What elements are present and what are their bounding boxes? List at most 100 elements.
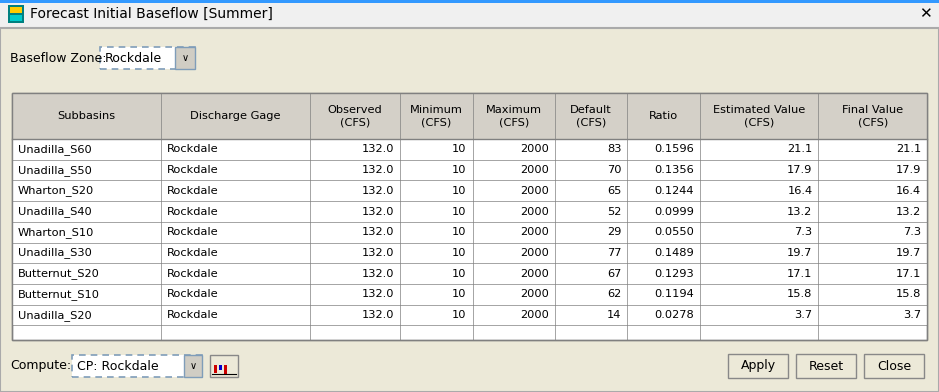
Text: Unadilla_S50: Unadilla_S50 <box>18 165 92 176</box>
Text: 2000: 2000 <box>520 289 549 299</box>
Text: 2000: 2000 <box>520 248 549 258</box>
Text: Rockdale: Rockdale <box>167 227 219 237</box>
Text: 10: 10 <box>452 186 467 196</box>
Text: 0.1194: 0.1194 <box>654 289 694 299</box>
Text: 70: 70 <box>607 165 622 175</box>
Text: Rockdale: Rockdale <box>167 207 219 216</box>
Bar <box>12 93 927 139</box>
Text: 10: 10 <box>452 207 467 216</box>
Text: 132.0: 132.0 <box>362 248 394 258</box>
Bar <box>8 5 24 23</box>
Text: 132.0: 132.0 <box>362 289 394 299</box>
Text: ∨: ∨ <box>181 53 189 63</box>
Text: Reset: Reset <box>808 359 843 372</box>
Text: Butternut_S10: Butternut_S10 <box>18 289 100 300</box>
Text: Default
(CFS): Default (CFS) <box>570 105 612 127</box>
Text: 19.7: 19.7 <box>896 248 921 258</box>
Text: 7.3: 7.3 <box>794 227 812 237</box>
Text: 10: 10 <box>452 289 467 299</box>
Text: Subbasins: Subbasins <box>57 111 115 121</box>
Text: Unadilla_S20: Unadilla_S20 <box>18 310 92 321</box>
Text: 132.0: 132.0 <box>362 227 394 237</box>
Bar <box>12 201 927 222</box>
Text: 0.0999: 0.0999 <box>654 207 694 216</box>
Text: Maximum
(CFS): Maximum (CFS) <box>485 105 542 127</box>
Bar <box>864 354 924 378</box>
Bar <box>796 354 856 378</box>
Text: 2000: 2000 <box>520 144 549 154</box>
Text: 132.0: 132.0 <box>362 186 394 196</box>
Text: 10: 10 <box>452 227 467 237</box>
Text: 67: 67 <box>607 269 622 279</box>
Text: 17.9: 17.9 <box>787 165 812 175</box>
Text: CP: Rockdale: CP: Rockdale <box>77 359 159 372</box>
Text: Rockdale: Rockdale <box>167 165 219 175</box>
Text: Ratio: Ratio <box>649 111 678 121</box>
Text: 14: 14 <box>607 310 622 320</box>
Text: Baseflow Zone:: Baseflow Zone: <box>10 51 106 65</box>
Bar <box>0 0 939 28</box>
Text: Wharton_S10: Wharton_S10 <box>18 227 95 238</box>
Text: 52: 52 <box>607 207 622 216</box>
Text: Discharge Gage: Discharge Gage <box>190 111 281 121</box>
Text: Forecast Initial Baseflow [Summer]: Forecast Initial Baseflow [Summer] <box>30 7 273 21</box>
Bar <box>219 365 222 370</box>
Bar <box>12 284 927 305</box>
Bar <box>12 243 927 263</box>
Text: ✕: ✕ <box>918 7 931 22</box>
Text: 17.1: 17.1 <box>896 269 921 279</box>
Bar <box>175 47 195 69</box>
Text: Rockdale: Rockdale <box>167 144 219 154</box>
Text: Unadilla_S40: Unadilla_S40 <box>18 206 92 217</box>
Text: Apply: Apply <box>741 359 776 372</box>
Text: 83: 83 <box>607 144 622 154</box>
Text: 13.2: 13.2 <box>787 207 812 216</box>
Text: Butternut_S20: Butternut_S20 <box>18 268 100 279</box>
Text: 29: 29 <box>607 227 622 237</box>
Text: 21.1: 21.1 <box>896 144 921 154</box>
Text: 2000: 2000 <box>520 186 549 196</box>
Bar <box>10 7 22 13</box>
Bar <box>12 93 927 340</box>
Text: 2000: 2000 <box>520 165 549 175</box>
Text: 10: 10 <box>452 248 467 258</box>
Text: 77: 77 <box>607 248 622 258</box>
Text: Rockdale: Rockdale <box>167 310 219 320</box>
Bar <box>10 15 22 21</box>
Text: 0.1489: 0.1489 <box>654 248 694 258</box>
Text: 132.0: 132.0 <box>362 310 394 320</box>
Text: 17.1: 17.1 <box>787 269 812 279</box>
Text: 0.1596: 0.1596 <box>654 144 694 154</box>
Text: 2000: 2000 <box>520 207 549 216</box>
Text: Close: Close <box>877 359 911 372</box>
Text: 132.0: 132.0 <box>362 165 394 175</box>
Bar <box>214 365 217 373</box>
Text: 16.4: 16.4 <box>787 186 812 196</box>
Text: Wharton_S20: Wharton_S20 <box>18 185 94 196</box>
Text: 2000: 2000 <box>520 269 549 279</box>
Text: 17.9: 17.9 <box>896 165 921 175</box>
Bar <box>224 365 227 374</box>
Text: 15.8: 15.8 <box>787 289 812 299</box>
Text: 132.0: 132.0 <box>362 207 394 216</box>
Text: Rockdale: Rockdale <box>167 269 219 279</box>
Text: 0.1293: 0.1293 <box>654 269 694 279</box>
Bar <box>12 93 927 340</box>
Bar <box>0 0 939 3</box>
Text: Minimum
(CFS): Minimum (CFS) <box>410 105 463 127</box>
Text: 3.7: 3.7 <box>794 310 812 320</box>
Text: 19.7: 19.7 <box>787 248 812 258</box>
Text: 132.0: 132.0 <box>362 269 394 279</box>
Bar <box>12 139 927 160</box>
Text: 10: 10 <box>452 269 467 279</box>
Text: Rockdale: Rockdale <box>167 248 219 258</box>
Text: 0.0278: 0.0278 <box>654 310 694 320</box>
Text: Rockdale: Rockdale <box>167 289 219 299</box>
Text: 3.7: 3.7 <box>903 310 921 320</box>
Bar <box>728 354 788 378</box>
Text: Final Value
(CFS): Final Value (CFS) <box>842 105 903 127</box>
Text: 0.0550: 0.0550 <box>654 227 694 237</box>
Text: 0.1244: 0.1244 <box>654 186 694 196</box>
Text: 62: 62 <box>608 289 622 299</box>
Text: Rockdale: Rockdale <box>105 51 162 65</box>
